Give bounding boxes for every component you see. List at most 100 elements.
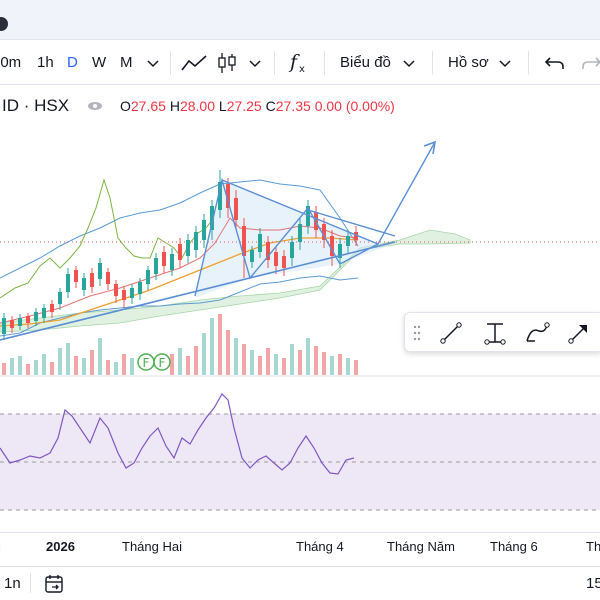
toolbar-divider [30,573,31,593]
marker-label: F [143,356,150,370]
time-axis-label: Tháng 6 [490,539,538,554]
svg-text:x: x [299,64,305,75]
candle [58,292,62,304]
candle [26,316,30,323]
volume-bar [338,354,342,375]
interval-w[interactable]: W [92,54,107,71]
candle [10,320,14,328]
eye-icon[interactable] [87,100,103,112]
volume-bar [10,358,14,375]
interval-1h[interactable]: 1h [37,54,54,71]
candle [298,224,302,242]
bollinger-upper [0,179,359,279]
ohlc-values: O27.65 H28.00 L27.25 C27.35 0.00 (0.00%) [120,96,395,116]
candle [266,242,270,260]
candle [90,273,94,287]
tab-stub[interactable] [0,17,8,31]
time-axis[interactable]: i 2026 Tháng Hai Tháng 4 Tháng Năm Tháng… [0,532,600,558]
volume-bars [2,314,358,375]
volume-bar [274,354,278,375]
close-value: 27.35 [275,98,311,114]
upper-trendline[interactable] [307,209,396,237]
profile-menu-button[interactable]: Hồ sơ [448,54,489,71]
volume-bar [114,362,118,375]
change-value: 0.00 (0.00%) [314,98,395,114]
low-label: L [218,98,227,114]
candle [138,282,142,294]
candlestick-icon[interactable] [216,51,238,75]
volume-bar [194,346,198,375]
candle [354,232,358,240]
volume-bar [66,343,70,375]
volume-bar [170,354,174,375]
time-axis-label: Tháng Hai [122,539,182,554]
candle [178,244,182,260]
chevron-down-icon[interactable] [146,57,160,69]
candle [338,244,342,258]
candle [234,198,238,220]
candle [98,263,102,279]
chevron-down-icon[interactable] [498,57,512,69]
drag-handle-icon[interactable] [413,323,421,343]
chart-toolbar: 30m 1h D W M fx Biểu đồ Hồ sơ [0,41,600,85]
price-chart[interactable]: F F [0,118,600,532]
undo-icon[interactable] [544,54,566,72]
calendar-goto-icon[interactable] [44,574,66,594]
toolbar-divider [274,51,275,75]
volume-bar [202,333,206,375]
interval-30m[interactable]: 30m [0,54,22,71]
redo-icon[interactable] [582,54,600,72]
curve-tool-icon[interactable] [523,319,551,347]
volume-bar [258,356,262,375]
symbol-name[interactable]: ID · HSX [2,96,70,115]
time-axis-label: Tháng 4 [296,539,344,554]
volume-bar [210,318,214,375]
candle [42,308,46,318]
interval-d[interactable]: D [67,54,78,71]
projection-arrowhead [423,140,437,155]
volume-bar [98,338,102,375]
line-chart-icon[interactable] [180,53,208,73]
candle [66,274,70,292]
candle [226,184,230,208]
marker-badge [153,353,171,371]
volume-bar [234,338,238,375]
candle [130,288,134,298]
projection-path[interactable] [194,141,436,297]
high-label: H [169,98,180,114]
trend-line-icon[interactable] [437,319,465,347]
volume-bar [42,354,46,375]
volume-bar [250,350,254,375]
arrow-tool-icon[interactable] [565,319,593,347]
chevron-down-icon[interactable] [402,57,416,69]
candle [258,234,262,252]
price-range-icon[interactable] [481,319,509,347]
resistance-trendline[interactable] [221,179,379,245]
candle [18,318,22,326]
time-axis-label: i [0,539,1,554]
volume-bar [26,364,30,375]
window-tab-strip [0,0,600,40]
volume-bar [74,356,78,375]
volume-bar [106,360,110,375]
candle [218,182,222,210]
candle [346,236,350,246]
candle [186,240,190,256]
volume-bar [218,314,222,375]
support-trendline[interactable] [0,241,396,341]
moving-average-2 [0,217,359,324]
volume-bar [322,352,326,375]
range-1n-button[interactable]: 1n [4,575,21,592]
volume-bar [178,348,182,375]
candle [322,224,326,240]
candle [146,270,150,284]
candle [74,270,78,282]
candle [250,250,254,262]
volume-bar [90,350,94,375]
toolbar-divider [432,51,433,75]
chevron-down-icon[interactable] [248,57,262,69]
chart-menu-button[interactable]: Biểu đồ [340,54,391,71]
candle [50,304,54,312]
interval-m[interactable]: M [120,54,133,71]
